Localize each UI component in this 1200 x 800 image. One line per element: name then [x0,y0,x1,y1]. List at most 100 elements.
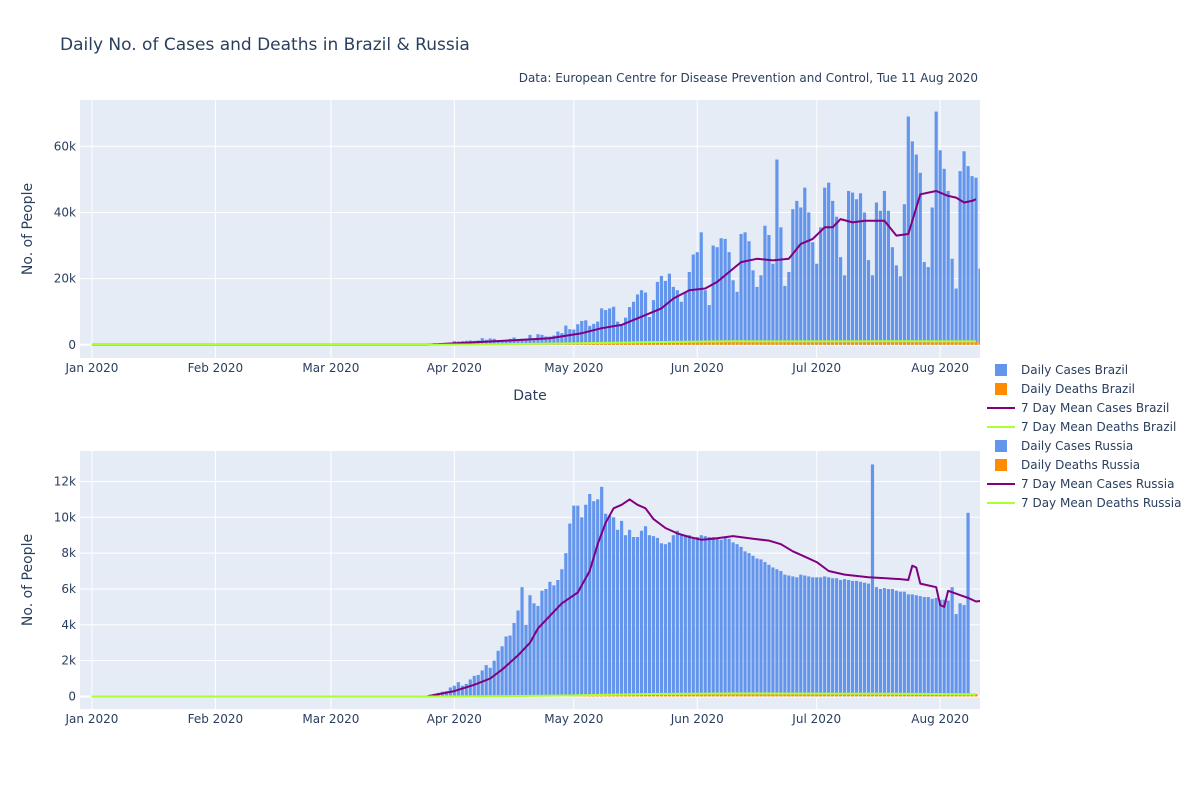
brazil-deaths-bar [675,341,679,345]
brazil-cases-bar [739,233,743,345]
russia-cases-bar [516,610,520,697]
russia-cases-bar [616,529,620,697]
russia-cases-bar [580,517,584,697]
russia-x-tick-label: Aug 2020 [911,712,969,726]
brazil-deaths-bar [775,341,779,345]
brazil-cases-bar [695,252,699,345]
russia-deaths-bar [707,693,711,697]
russia-deaths-bar [711,693,715,697]
brazil-cases-bar [568,329,572,345]
russia-cases-bar [659,543,664,697]
brazil-cases-bar [759,275,763,345]
brazil-cases-bar [548,336,552,345]
legend-item[interactable]: Daily Deaths Russia [995,458,1140,472]
brazil-cases-bar [795,200,799,345]
legend-item[interactable]: 7 Day Mean Cases Russia [987,477,1175,491]
brazil-deaths-bar [743,341,747,345]
brazil-cases-bar [500,340,504,345]
russia-deaths-bar [679,693,683,697]
russia-cases-bar [592,501,596,697]
legend-bar-swatch [995,383,1007,395]
legend-item[interactable]: 7 Day Mean Cases Brazil [987,401,1169,415]
russia-cases-bar [552,585,556,697]
russia-cases-bar [520,587,524,697]
brazil-deaths-bar [978,341,980,345]
brazil-deaths-bar [918,341,922,345]
brazil-cases-bar [922,262,926,345]
russia-deaths-bar [675,693,679,697]
russia-cases-bar [480,670,484,697]
legend-item[interactable]: Daily Cases Brazil [995,363,1128,377]
brazil-cases-bar [835,216,839,345]
brazil-deaths-bar [727,341,731,345]
russia-cases-bar [866,583,871,697]
brazil-deaths-bar [691,341,695,345]
brazil-cases-bar [600,308,604,345]
brazil-deaths-bar [922,341,926,345]
brazil-deaths-bar [711,341,715,345]
brazil-cases-bar [532,338,536,345]
legend-item[interactable]: 7 Day Mean Deaths Brazil [987,420,1176,434]
legend-item[interactable]: 7 Day Mean Deaths Russia [987,496,1181,510]
brazil-deaths-bar [839,341,843,345]
brazil-deaths-bar [874,341,879,345]
brazil-deaths-bar [751,341,755,345]
russia-cases-bar [934,597,938,697]
russia-cases-bar [763,562,767,697]
russia-cases-bar [922,597,926,697]
brazil-cases-bar [727,252,731,345]
russia-cases-bar [643,526,648,697]
russia-cases-bar [544,588,548,697]
russia-cases-bar [468,679,472,697]
brazil-cases-bar [675,290,679,345]
russia-cases-bar [902,591,906,697]
brazil-cases-bar [620,324,624,345]
brazil-deaths-bar [739,341,743,345]
russia-deaths-bar [926,694,930,697]
russia-subplot: 0 2k 4k 6k 8k 10k 12k Jan 2020 Feb 2020 Mar 2020 A… [20,451,980,726]
russia-x-tick-label: Feb 2020 [188,712,244,726]
brazil-deaths-bar [843,341,847,345]
russia-deaths-bar [751,693,755,697]
russia-cases-bar [862,582,867,697]
russia-deaths-bar [767,693,771,697]
russia-deaths-bar [775,693,779,697]
russia-x-tick-label: May 2020 [544,712,603,726]
brazil-deaths-bar [791,341,795,345]
legend-bar-swatch [995,459,1007,471]
brazil-cases-bar [771,263,775,345]
russia-cases-bar [719,539,723,697]
brazil-mean-deaths-line [91,340,977,346]
legend-item-label: 7 Day Mean Cases Brazil [1021,401,1169,415]
russia-deaths-bar [930,694,934,697]
brazil-cases-bar [707,305,711,345]
russia-deaths-bar [934,694,938,697]
russia-deaths-bar [703,693,707,697]
russia-deaths-bar [843,693,847,697]
russia-cases-bar [707,537,711,697]
russia-cases-bar [739,546,743,697]
legend[interactable]: Daily Cases Brazil Daily Deaths Brazil 7 D… [987,363,1181,510]
russia-series-layer [91,464,980,698]
russia-cases-bar [548,581,552,697]
brazil-y-tick-label: 60k [54,139,76,153]
brazil-deaths-bar [819,341,823,345]
russia-deaths-bar [831,693,835,697]
brazil-cases-bar [747,241,751,345]
brazil-cases-bar [508,338,512,345]
brazil-deaths-bar [731,341,735,345]
russia-cases-bar [819,577,823,697]
legend-item[interactable]: Daily Cases Russia [995,439,1133,453]
brazil-cases-bar [866,260,871,345]
russia-x-tick-label: Jun 2020 [670,712,724,726]
russia-deaths-bar [835,693,839,697]
russia-cases-bar [918,596,922,697]
brazil-cases-bar [974,177,978,345]
legend-bar-swatch [995,440,1007,452]
brazil-cases-bar [862,212,867,345]
russia-cases-bar [460,685,464,697]
russia-deaths-bar [898,694,902,697]
legend-item[interactable]: Daily Deaths Brazil [995,382,1135,396]
brazil-deaths-bar [715,341,719,345]
